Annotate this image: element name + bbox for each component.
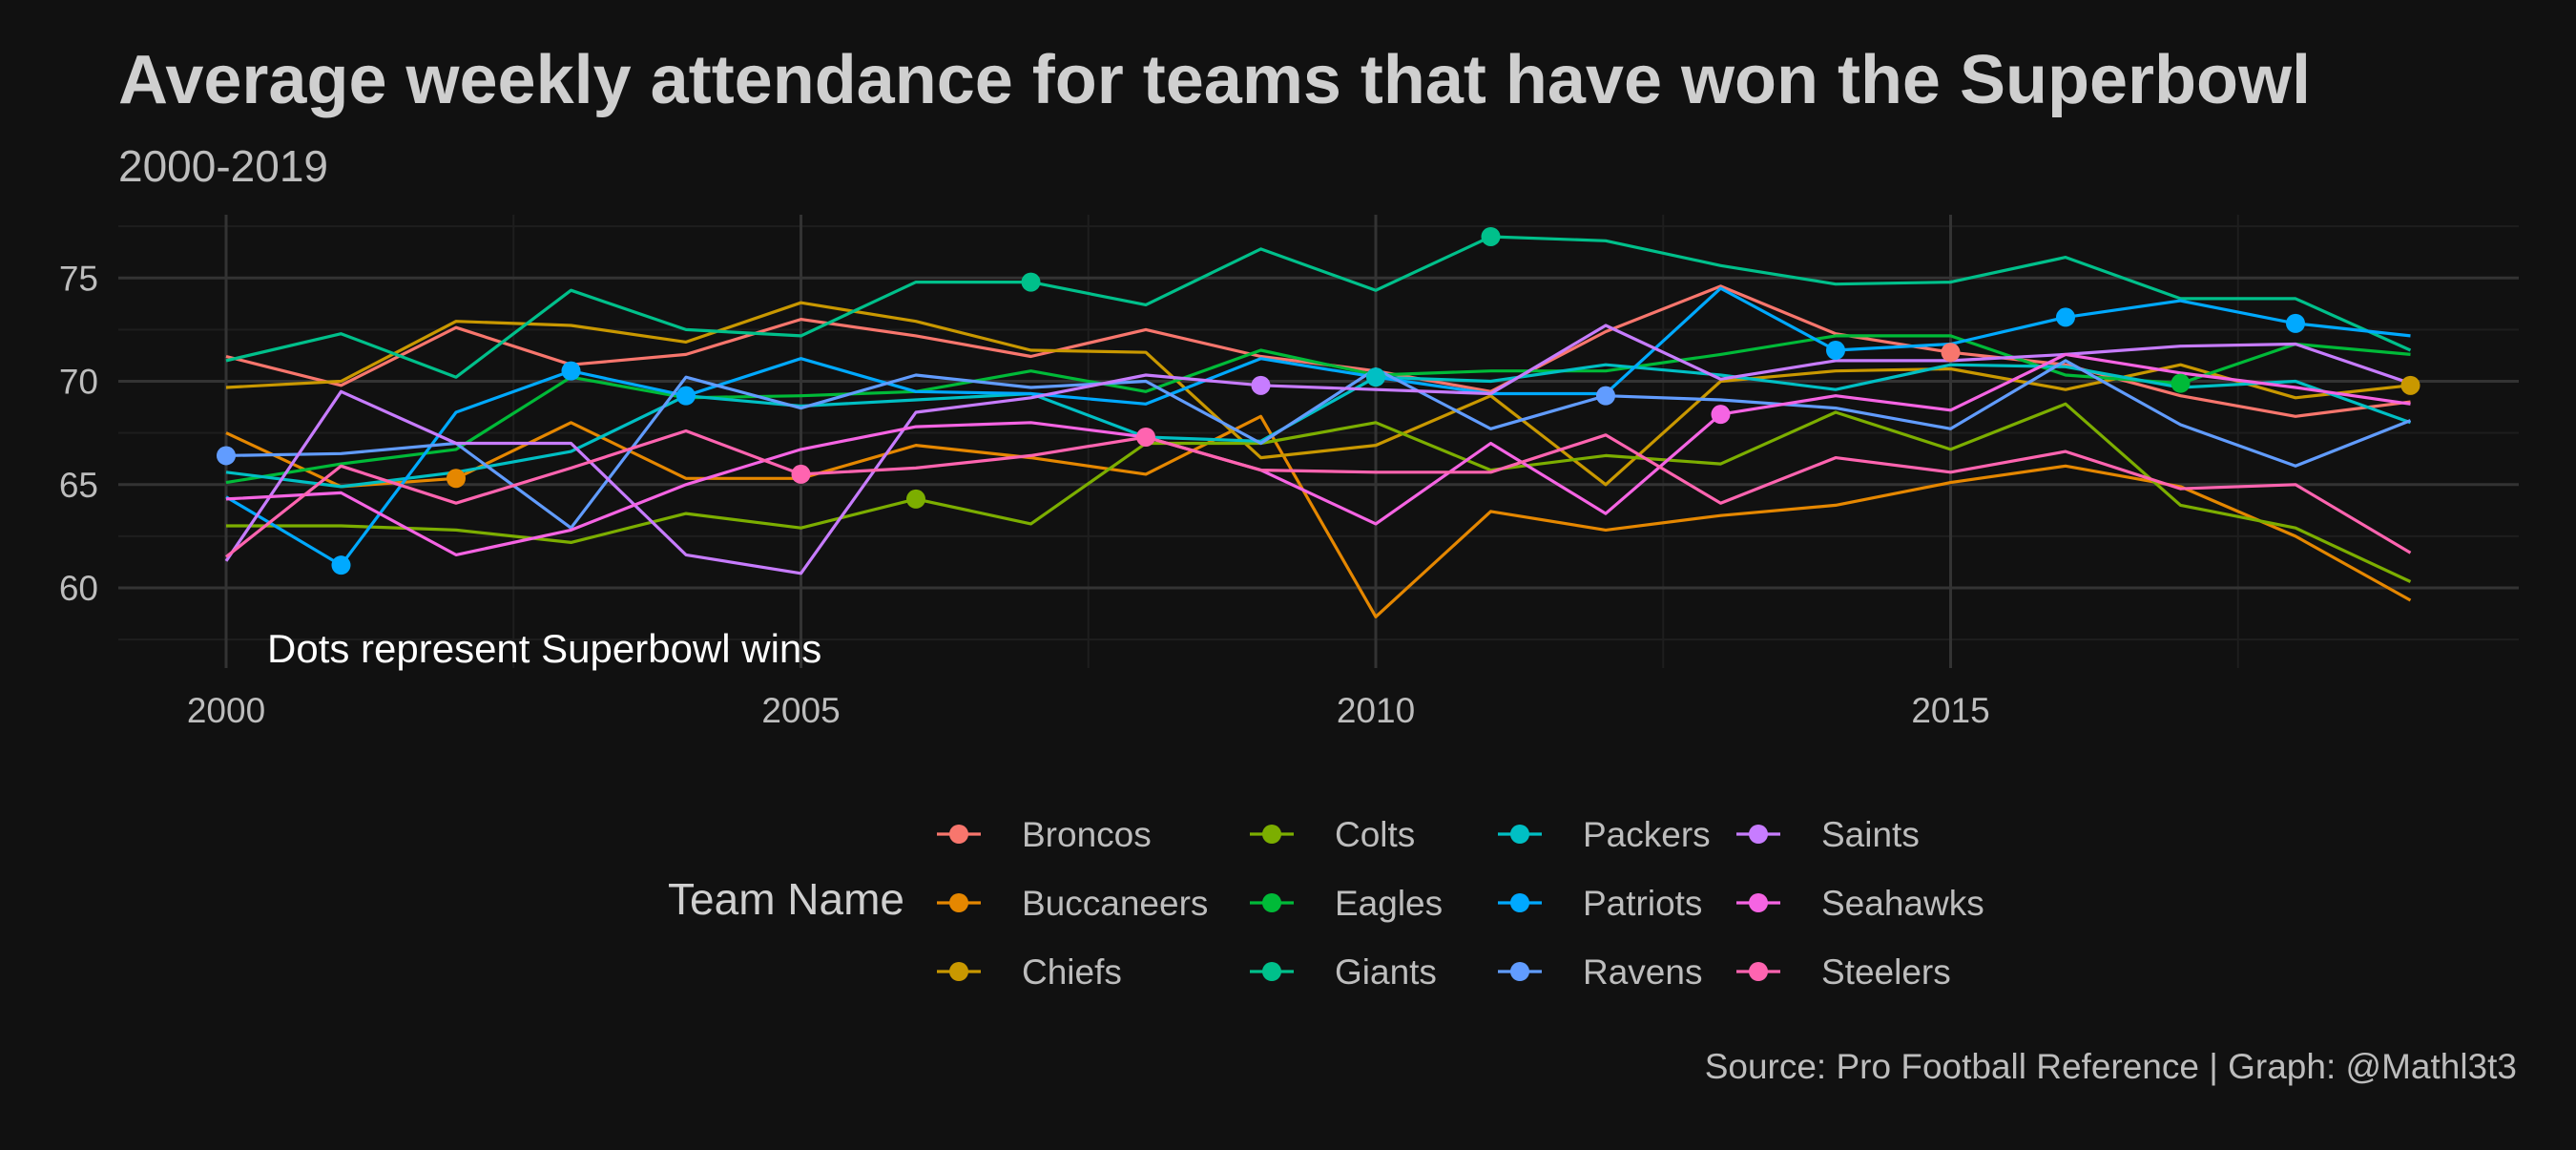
chart-caption: Source: Pro Football Reference | Graph: … (1705, 1047, 2517, 1086)
win-point-ravens (217, 446, 236, 466)
win-point-buccaneers (447, 469, 466, 489)
win-point-packers (1366, 367, 1385, 387)
legend-label: Ravens (1583, 952, 1702, 992)
win-point-patriots (2286, 313, 2305, 333)
win-point-steelers (791, 464, 811, 484)
series-lines (224, 235, 2412, 618)
legend-label: Packers (1583, 815, 1711, 854)
legend-item-packers: Packers (1498, 815, 1711, 854)
legend-label: Saints (1821, 815, 1920, 854)
chart-annotation: Dots represent Superbowl wins (267, 626, 821, 671)
legend-item-eagles: Eagles (1250, 884, 1443, 923)
axis-ticks: 2000 2005 2010 2015 60 65 70 75 (59, 259, 1990, 730)
series-line-broncos (225, 284, 2411, 418)
legend-title: Team Name (668, 874, 904, 924)
legend-key-dot (1510, 825, 1529, 844)
series-line-buccaneers (225, 414, 2412, 618)
series-line-colts (226, 402, 2412, 583)
win-point-eagles (2171, 373, 2191, 393)
legend-item-giants: Giants (1250, 952, 1437, 992)
legend-key-dot (1262, 825, 1281, 844)
win-point-patriots (676, 386, 696, 406)
legend-item-broncos: Broncos (937, 815, 1152, 854)
series-line-seahawks (225, 352, 2411, 557)
y-tick-label: 60 (59, 569, 98, 608)
legend-label: Steelers (1821, 952, 1951, 992)
win-point-giants (1481, 226, 1501, 246)
win-point-colts (906, 489, 925, 509)
legend-key-dot (1749, 825, 1768, 844)
legend-key-dot (949, 962, 968, 981)
legend-item-patriots: Patriots (1498, 884, 1702, 923)
legend-item-seahawks: Seahawks (1736, 884, 1984, 923)
x-tick-label: 2015 (1911, 691, 1989, 730)
series-line-patriots (225, 286, 2411, 567)
legend-item-buccaneers: Buccaneers (937, 884, 1208, 923)
grid (118, 215, 2519, 668)
legend-key-dot (1510, 893, 1529, 912)
win-point-patriots (561, 361, 581, 381)
legend-label: Broncos (1022, 815, 1152, 854)
legend-item-ravens: Ravens (1498, 952, 1702, 992)
chart-title: Average weekly attendance for teams that… (118, 42, 2311, 118)
legend-label: Eagles (1335, 884, 1443, 923)
legend-key-dot (1262, 962, 1281, 981)
y-tick-label: 65 (59, 466, 98, 505)
legend-label: Giants (1335, 952, 1437, 992)
legend-key-dot (1749, 962, 1768, 981)
legend-item-colts: Colts (1250, 815, 1415, 854)
legend-item-saints: Saints (1736, 815, 1920, 854)
legend-key-dot (1749, 893, 1768, 912)
series-line-giants (225, 235, 2412, 379)
series-line-ravens (225, 359, 2412, 530)
x-tick-label: 2005 (761, 691, 840, 730)
legend: Broncos Buccaneers Chiefs Colts Eagles Giants… (937, 815, 1984, 992)
chart-subtitle: 2000-2019 (118, 141, 328, 191)
win-point-chiefs (2400, 375, 2420, 395)
y-tick-label: 75 (59, 259, 98, 298)
legend-label: Colts (1335, 815, 1415, 854)
x-tick-label: 2000 (187, 691, 265, 730)
legend-key-dot (949, 825, 968, 844)
win-point-giants (1021, 272, 1041, 292)
legend-item-steelers: Steelers (1736, 952, 1951, 992)
series-line-chiefs (225, 301, 2411, 487)
series-line-steelers (225, 429, 2412, 558)
win-point-broncos (1941, 343, 1961, 363)
win-point-ravens (1596, 386, 1615, 406)
legend-label: Seahawks (1821, 884, 1984, 923)
win-point-steelers (1136, 427, 1155, 447)
legend-key-dot (949, 893, 968, 912)
superbowl-win-points (217, 226, 2420, 575)
legend-label: Buccaneers (1022, 884, 1208, 923)
legend-item-chiefs: Chiefs (937, 952, 1122, 992)
win-point-seahawks (1711, 405, 1731, 425)
y-tick-label: 70 (59, 363, 98, 402)
legend-label: Chiefs (1022, 952, 1122, 992)
win-point-patriots (331, 555, 351, 575)
win-point-patriots (2056, 307, 2075, 327)
legend-key-dot (1262, 893, 1281, 912)
win-point-patriots (1826, 341, 1845, 361)
legend-label: Patriots (1583, 884, 1702, 923)
series-line-packers (225, 363, 2412, 489)
series-line-eagles (225, 334, 2411, 485)
win-point-saints (1251, 375, 1271, 395)
x-tick-label: 2010 (1337, 691, 1415, 730)
legend-key-dot (1510, 962, 1529, 981)
